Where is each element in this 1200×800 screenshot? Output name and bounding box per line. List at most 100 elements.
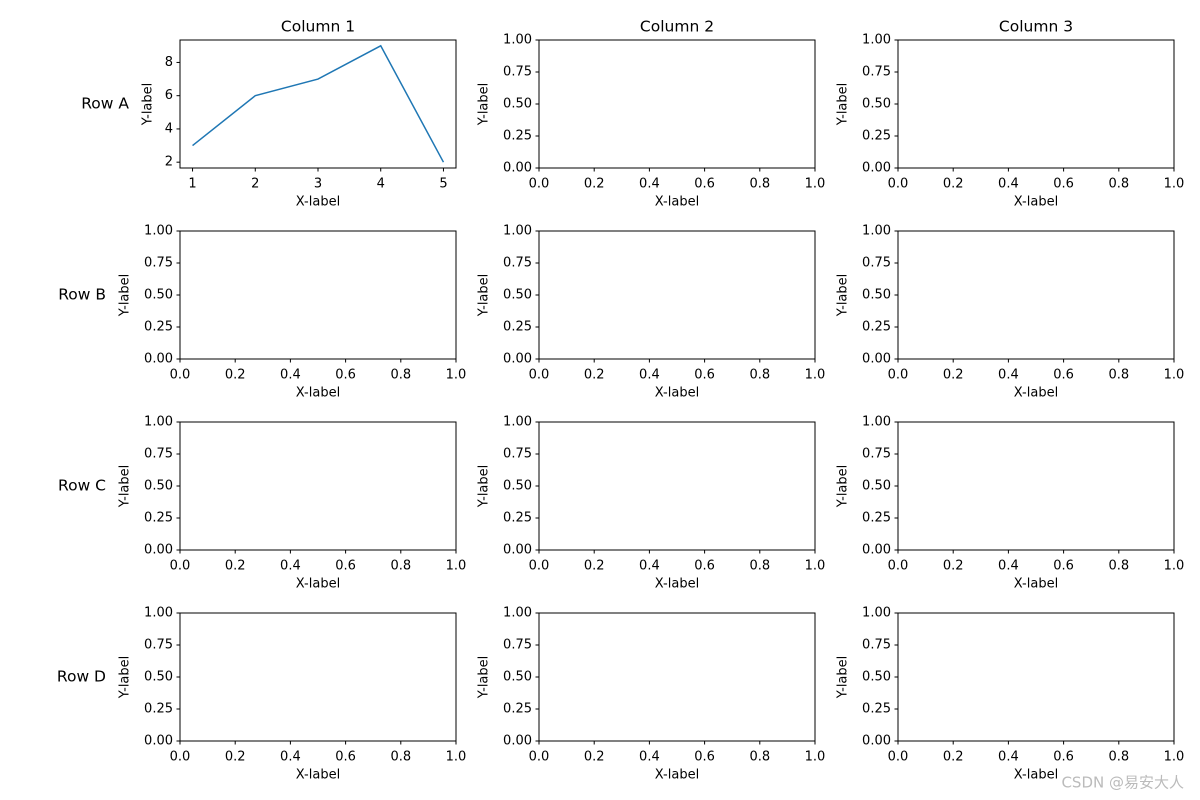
subplot-title: Column 2 bbox=[640, 18, 714, 36]
axes-frame bbox=[179, 612, 457, 742]
x-axis-label: X-label bbox=[655, 577, 699, 592]
x-tick-label: 1.0 bbox=[1164, 368, 1185, 383]
y-tick-label: 1.00 bbox=[862, 224, 891, 239]
x-tick-label: 2 bbox=[251, 177, 259, 192]
x-tick-label: 0.8 bbox=[749, 368, 770, 383]
x-tick-label: 0.0 bbox=[170, 368, 191, 383]
x-tick-label: 0.6 bbox=[1053, 750, 1074, 765]
y-tick-label: 0.00 bbox=[503, 734, 532, 749]
y-tick-label: 0.25 bbox=[503, 320, 532, 335]
y-tick-label: 0.50 bbox=[503, 97, 532, 112]
x-tick-label: 1.0 bbox=[1164, 177, 1185, 192]
x-tick-label: 0.0 bbox=[888, 750, 909, 765]
x-tick-label: 0.0 bbox=[170, 750, 191, 765]
y-tick-label: 0.00 bbox=[862, 352, 891, 367]
axes-frame bbox=[538, 230, 816, 360]
y-tick-label: 0.50 bbox=[503, 288, 532, 303]
x-tick-label: 0.6 bbox=[1053, 368, 1074, 383]
x-tick-label: 3 bbox=[314, 177, 322, 192]
axes-frame bbox=[179, 39, 457, 169]
x-axis-label: X-label bbox=[296, 386, 340, 401]
y-tick-label: 0.50 bbox=[503, 670, 532, 685]
x-tick-label: 0.6 bbox=[335, 368, 356, 383]
x-tick-label: 0.6 bbox=[335, 559, 356, 574]
y-tick-label: 0.00 bbox=[503, 352, 532, 367]
x-tick-label: 0.0 bbox=[529, 750, 550, 765]
x-tick-label: 1.0 bbox=[805, 368, 826, 383]
y-tick-label: 1.00 bbox=[144, 415, 173, 430]
x-axis-label: X-label bbox=[1014, 768, 1058, 783]
x-tick-label: 0.0 bbox=[529, 368, 550, 383]
y-tick-label: 2 bbox=[165, 155, 173, 170]
x-axis-label: X-label bbox=[655, 195, 699, 210]
x-tick-label: 4 bbox=[377, 177, 385, 192]
y-tick-label: 0.75 bbox=[144, 447, 173, 462]
x-tick-label: 0.8 bbox=[749, 750, 770, 765]
y-tick-label: 0.00 bbox=[862, 543, 891, 558]
x-tick-label: 0.0 bbox=[888, 368, 909, 383]
y-tick-label: 0.50 bbox=[144, 479, 173, 494]
y-tick-label: 1.00 bbox=[503, 606, 532, 621]
y-tick-label: 1.00 bbox=[503, 224, 532, 239]
x-axis-label: X-label bbox=[296, 768, 340, 783]
row-label: Row A bbox=[81, 95, 129, 113]
y-tick-label: 1.00 bbox=[503, 33, 532, 48]
y-tick-label: 0.50 bbox=[144, 670, 173, 685]
x-tick-label: 0.8 bbox=[1108, 177, 1129, 192]
y-tick-label: 0.25 bbox=[862, 320, 891, 335]
x-tick-label: 0.6 bbox=[1053, 177, 1074, 192]
x-tick-label: 0.8 bbox=[1108, 559, 1129, 574]
x-tick-label: 0.4 bbox=[639, 559, 660, 574]
y-axis-label: Y-label bbox=[477, 656, 492, 700]
subplot-title: Column 1 bbox=[281, 18, 355, 36]
x-tick-label: 1.0 bbox=[805, 750, 826, 765]
y-tick-label: 0.25 bbox=[503, 702, 532, 717]
x-tick-label: 0.2 bbox=[225, 750, 246, 765]
y-tick-label: 1.00 bbox=[503, 415, 532, 430]
y-tick-label: 4 bbox=[165, 121, 173, 136]
y-axis-label: Y-label bbox=[118, 656, 133, 700]
y-tick-label: 0.00 bbox=[862, 734, 891, 749]
x-tick-label: 0.8 bbox=[1108, 368, 1129, 383]
y-axis-label: Y-label bbox=[836, 83, 851, 127]
x-tick-label: 1 bbox=[188, 177, 196, 192]
x-tick-label: 0.6 bbox=[335, 750, 356, 765]
x-tick-label: 0.4 bbox=[998, 750, 1019, 765]
x-tick-label: 0.6 bbox=[694, 559, 715, 574]
axes-frame bbox=[897, 39, 1175, 169]
axes-frame bbox=[897, 421, 1175, 551]
y-tick-label: 0.25 bbox=[144, 320, 173, 335]
y-tick-label: 0.75 bbox=[144, 638, 173, 653]
y-tick-label: 0.00 bbox=[144, 734, 173, 749]
y-axis-label: Y-label bbox=[836, 465, 851, 509]
x-tick-label: 0.8 bbox=[390, 559, 411, 574]
y-axis-label: Y-label bbox=[477, 274, 492, 318]
y-tick-label: 0.75 bbox=[144, 256, 173, 271]
line bbox=[192, 44, 445, 163]
row-label: Row D bbox=[57, 668, 106, 686]
y-tick-label: 1.00 bbox=[144, 606, 173, 621]
x-tick-label: 1.0 bbox=[805, 177, 826, 192]
y-tick-label: 0.00 bbox=[144, 543, 173, 558]
x-axis-label: X-label bbox=[1014, 195, 1058, 210]
y-tick-label: 0.00 bbox=[862, 161, 891, 176]
y-tick-label: 0.25 bbox=[503, 129, 532, 144]
x-tick-label: 1.0 bbox=[1164, 750, 1185, 765]
x-tick-label: 1.0 bbox=[446, 750, 467, 765]
y-tick-label: 0.75 bbox=[862, 638, 891, 653]
x-tick-label: 1.0 bbox=[446, 559, 467, 574]
y-tick-label: 0.00 bbox=[503, 543, 532, 558]
x-tick-label: 0.8 bbox=[390, 750, 411, 765]
x-tick-label: 0.4 bbox=[639, 368, 660, 383]
y-tick-label: 8 bbox=[165, 55, 173, 70]
y-tick-label: 0.75 bbox=[503, 65, 532, 80]
y-axis-label: Y-label bbox=[118, 465, 133, 509]
y-tick-label: 0.00 bbox=[503, 161, 532, 176]
x-tick-label: 0.0 bbox=[888, 559, 909, 574]
y-axis-label: Y-label bbox=[141, 83, 156, 127]
x-tick-label: 0.8 bbox=[749, 177, 770, 192]
y-tick-label: 0.25 bbox=[144, 511, 173, 526]
x-tick-label: 0.2 bbox=[584, 368, 605, 383]
